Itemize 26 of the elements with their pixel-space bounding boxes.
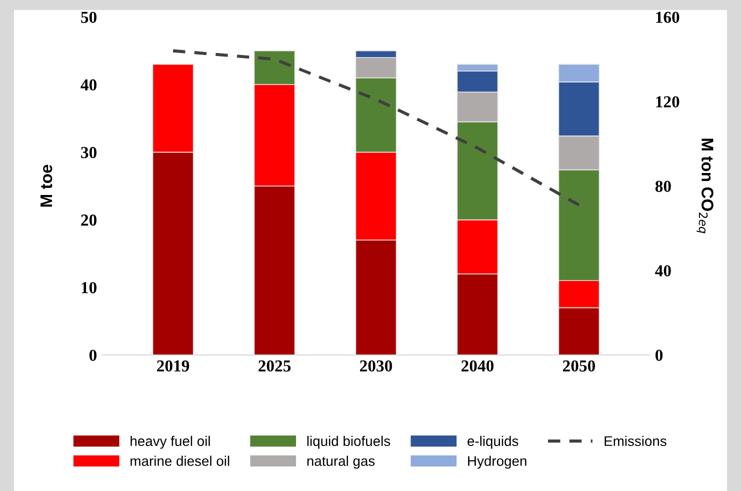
y2-tick-label: 0 [655, 350, 663, 361]
legend-label: Hydrogen [468, 456, 526, 469]
y2-tick-label: 80 [655, 180, 671, 192]
legend-label: e-liquids [468, 436, 518, 449]
y-tick-label: 0 [89, 350, 97, 361]
legend-label: heavy fuel oil [130, 436, 210, 449]
line-series [172, 49, 580, 207]
x-tick-label: 2025 [258, 360, 291, 372]
y-tick-label: 20 [81, 214, 97, 226]
legend-label: liquid biofuels [307, 436, 390, 449]
y-axis-title: M toe [40, 164, 52, 207]
legend-label: natural gas [307, 456, 375, 469]
x-tick-label: 2030 [360, 360, 392, 372]
y-tick-label: 30 [81, 146, 97, 158]
y2-tick-label: 160 [656, 12, 680, 23]
y-tick-label: 40 [80, 79, 97, 91]
x-tick-label: 2050 [562, 360, 595, 372]
y2-tick-label: 40 [655, 265, 671, 276]
y-tick-label: 10 [82, 282, 97, 294]
y2-tick-label: 120 [656, 96, 680, 108]
y2-axis-title: M ton CO$_{2eq}$ [696, 138, 714, 234]
y-tick-label: 50 [81, 12, 97, 23]
legend-label: Emissions [604, 436, 666, 446]
x-tick-label: 2019 [157, 360, 190, 372]
x-tick-label: 2040 [462, 360, 494, 372]
legend-label: marine diesel oil [130, 456, 230, 466]
